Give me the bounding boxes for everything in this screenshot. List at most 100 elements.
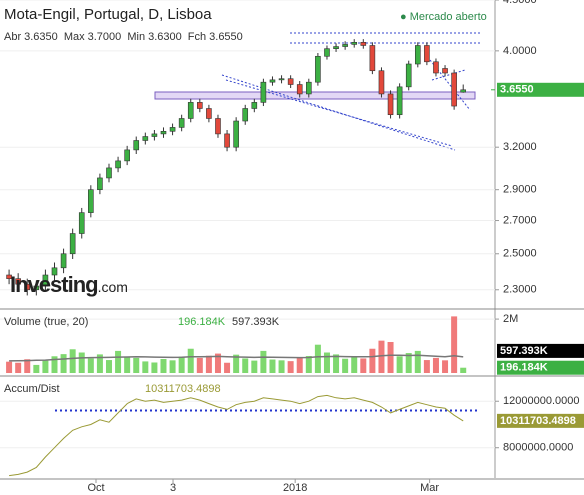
indicator-value: 10311703.4898 [145, 383, 221, 395]
y-tick-label: 3.2000 [503, 141, 537, 153]
candle-body [396, 86, 403, 116]
volume-bar [260, 350, 267, 373]
candle-body [51, 267, 58, 276]
volume-bar [105, 360, 112, 373]
candle-body [251, 102, 258, 109]
candle-body [187, 102, 194, 119]
market-status: ● Mercado aberto [400, 11, 487, 23]
volume-bar [414, 350, 421, 373]
y-tick-label: 2M [503, 313, 518, 325]
candle-body [369, 45, 376, 72]
candle-body [160, 130, 167, 135]
field-label: Abr [4, 31, 22, 43]
value-badge [497, 413, 584, 428]
trendline [431, 69, 466, 81]
candle-body [378, 70, 385, 95]
x-tick-label: Oct [87, 482, 104, 494]
candle-body [88, 189, 94, 213]
y-tick-label: 4.5000 [503, 0, 537, 6]
candle-body [133, 140, 140, 151]
field-label: Max [63, 31, 85, 43]
volume-bar [305, 356, 312, 373]
candle-body [360, 42, 367, 46]
candle-body [315, 55, 321, 83]
indicator-title: Accum/Dist [4, 383, 60, 395]
volume-bar [151, 362, 158, 373]
volume-bar [96, 354, 103, 373]
candle-body [287, 78, 294, 85]
candle-body [115, 160, 121, 169]
y-tick-label: 4.0000 [503, 45, 537, 57]
field-label: Min [127, 31, 146, 43]
volume-bar [423, 360, 430, 373]
volume-bar [251, 360, 258, 373]
volume-bar [224, 362, 231, 373]
volume-bar [160, 358, 167, 373]
status-text: Mercado aberto [409, 11, 487, 23]
candle-body [306, 81, 312, 95]
chart-title: Mota-Engil, Portugal, D, Lisboa [4, 6, 212, 23]
volume-bar [314, 344, 321, 373]
volume-bar [323, 352, 330, 373]
candle-body [33, 285, 40, 291]
indicator-value: 196.184K [178, 316, 226, 328]
volume-bar [51, 356, 58, 373]
volume-bar [214, 353, 221, 373]
candle-body [124, 149, 130, 162]
volume-bar [33, 364, 40, 373]
volume-bar [187, 348, 194, 373]
candle-body [424, 45, 430, 63]
y-tick-label: 2.3000 [503, 284, 537, 296]
volume-bar [205, 355, 212, 373]
volume-bar [142, 361, 149, 373]
value-badge-label: 3.6550 [500, 84, 534, 96]
candle-body [433, 61, 439, 74]
volume-bar [78, 352, 85, 373]
volume-bar [24, 359, 31, 373]
accum-line [9, 394, 464, 477]
volume-bar [60, 354, 67, 373]
volume-bar [6, 361, 13, 373]
volume-bar [369, 348, 376, 373]
candle-body [97, 177, 103, 190]
candle-body [242, 108, 249, 122]
candle-body [24, 283, 31, 291]
candle-body [69, 233, 76, 255]
volume-bar [342, 358, 349, 373]
y-tick-label: 2.9000 [503, 184, 537, 196]
candle-body [151, 133, 158, 137]
volume-bar [178, 356, 185, 373]
volume-ma-line [9, 354, 464, 362]
volume-bar [396, 356, 403, 373]
volume-bar [333, 354, 340, 373]
candle-body [414, 45, 421, 65]
candle-body [197, 102, 203, 109]
volume-bar [442, 360, 449, 373]
volume-bar [351, 356, 358, 373]
trendline [225, 79, 453, 147]
volume-bar [233, 354, 240, 373]
candle-body [142, 136, 149, 141]
x-tick-label: 2018 [283, 482, 307, 494]
candle-body [278, 78, 285, 81]
volume-bar [269, 359, 276, 373]
candle-body [451, 72, 457, 107]
volume-bar [278, 360, 285, 373]
volume-bar [242, 358, 249, 373]
candle-body [296, 84, 303, 95]
y-tick-label: 2.5000 [503, 248, 537, 260]
value-badge-label: 597.393K [500, 345, 548, 357]
y-tick-label: 8000000.0000 [503, 442, 573, 454]
candle-body [442, 68, 448, 74]
candle-body [169, 127, 176, 132]
candle-body [233, 120, 239, 148]
candle-body [15, 278, 21, 285]
y-tick-label: 12000000.0000 [503, 395, 579, 407]
volume-bar [451, 316, 458, 373]
x-tick-label: 3 [170, 482, 176, 494]
volume-bar [15, 362, 22, 373]
x-tick-label: Mar [420, 482, 439, 494]
field-value: 3.6300 [148, 31, 182, 43]
